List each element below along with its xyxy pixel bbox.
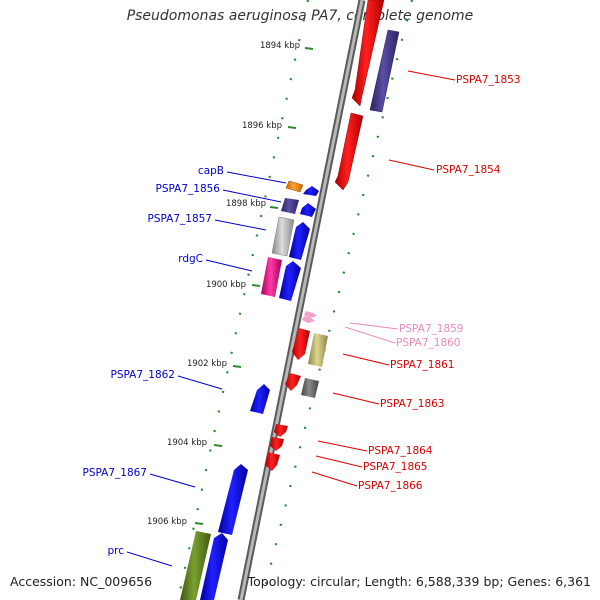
gene-pspa7-1859 — [304, 311, 317, 318]
tick-label: 1898 kbp — [226, 199, 266, 209]
label-pspa7-1867: PSPA7_1867 — [83, 467, 148, 479]
label-pspa7-1859: PSPA7_1859 — [399, 323, 464, 335]
gene-capb — [285, 180, 304, 193]
tick-label: 1894 kbp — [260, 41, 300, 51]
label-prc: prc — [107, 545, 124, 557]
label-pspa7-1857: PSPA7_1857 — [148, 213, 213, 225]
gene-pspa7-1860 — [302, 316, 315, 323]
gene-pspa7-1866 — [265, 452, 280, 471]
backbone — [237, 0, 366, 600]
map-title: Pseudomonas aeruginosa PA7, complete gen… — [126, 8, 474, 24]
gene-red-e — [285, 373, 301, 391]
label-pspa7-1866: PSPA7_1866 — [358, 480, 423, 492]
gene-blue-bottom — [200, 533, 228, 600]
topology-text: Topology: circular; Length: 6,588,339 bp… — [247, 574, 591, 589]
gene-pspa7-1854 — [334, 112, 364, 191]
gene-purple-top — [369, 29, 400, 113]
label-pspa7-1865: PSPA7_1865 — [363, 461, 428, 473]
label-pspa7-1861: PSPA7_1861 — [390, 359, 455, 371]
label-pspa7-1864: PSPA7_1864 — [368, 445, 433, 457]
gene-pspa7-1861 — [292, 328, 310, 360]
gene-blue-c — [289, 222, 310, 260]
label-pspa7-1863: PSPA7_1863 — [380, 398, 445, 410]
label-pspa7-1854: PSPA7_1854 — [436, 164, 501, 176]
outer-guide — [260, 0, 414, 600]
accession-text: Accession: NC_009656 — [10, 574, 153, 589]
gene-pspa7-1863 — [301, 378, 319, 398]
tick-label: 1906 kbp — [147, 517, 187, 527]
tick-1896: 1896 kbp — [242, 121, 297, 131]
tick-1902: 1902 kbp — [187, 359, 242, 369]
gene-blue-b — [300, 203, 316, 217]
gene-rdgc — [261, 257, 282, 297]
gene-pspa7-1865 — [270, 437, 284, 451]
label-pspa7-1853: PSPA7_1853 — [456, 74, 521, 86]
tick-label: 1896 kbp — [242, 121, 282, 131]
gene-pspa7-1867 — [218, 464, 248, 535]
leader-lines — [126, 70, 456, 567]
tick-label: 1900 kbp — [206, 280, 246, 290]
gene-khaki — [308, 333, 328, 367]
gene-blue-d — [279, 261, 301, 301]
tick-1900: 1900 kbp — [206, 280, 261, 290]
tick-1894: 1894 kbp — [260, 41, 314, 51]
gene-pspa7-1862 — [250, 384, 270, 414]
tick-1904: 1904 kbp — [167, 438, 223, 448]
label-pspa7-1860: PSPA7_1860 — [396, 337, 461, 349]
gene-blue-a — [303, 186, 319, 196]
gene-pspa7-1853 — [351, 0, 385, 107]
label-capb: capB — [198, 165, 224, 177]
tick-label: 1904 kbp — [167, 438, 207, 448]
tick-label: 1902 kbp — [187, 359, 227, 369]
gene-pspa7-1856 — [281, 198, 299, 214]
tick-1898: 1898 kbp — [226, 199, 279, 209]
gene-pspa7-1857 — [271, 216, 295, 257]
label-pspa7-1856: PSPA7_1856 — [156, 183, 221, 195]
gene-pspa7-1864 — [274, 424, 288, 437]
label-rdgc: rdgC — [178, 253, 203, 265]
gene-prc — [180, 531, 211, 600]
tick-1906: 1906 kbp — [147, 517, 204, 527]
label-pspa7-1862: PSPA7_1862 — [111, 369, 176, 381]
